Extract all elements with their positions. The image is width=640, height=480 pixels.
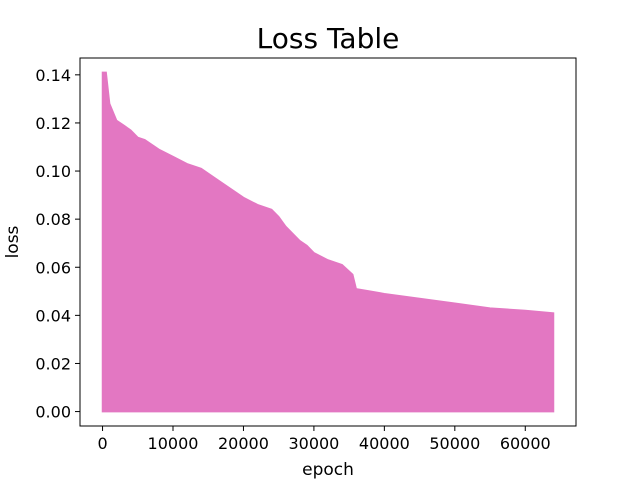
y-tick-label: 0.14	[35, 66, 71, 85]
y-axis-ticks: 0.00 0.02 0.04 0.06 0.08 0.10 0.12 0.14	[35, 66, 80, 422]
x-axis-label: epoch	[302, 460, 354, 480]
x-tick-label: 20000	[218, 434, 269, 453]
x-tick-label: 30000	[288, 434, 339, 453]
y-tick-label: 0.12	[35, 114, 71, 133]
x-tick-label: 50000	[429, 434, 480, 453]
chart-title: Loss Table	[257, 22, 400, 55]
x-tick-label: 60000	[500, 434, 551, 453]
plot-area	[101, 71, 555, 413]
x-tick-label: 0	[97, 434, 107, 453]
x-tick-label: 40000	[359, 434, 410, 453]
y-tick-label: 0.10	[35, 162, 71, 181]
x-axis-ticks: 0 10000 20000 30000 40000 50000 60000	[97, 426, 551, 453]
y-axis-label: loss	[3, 225, 23, 258]
loss-area-series-0	[101, 71, 555, 413]
y-tick-label: 0.08	[35, 210, 71, 229]
y-tick-label: 0.00	[35, 403, 71, 422]
y-tick-label: 0.02	[35, 354, 71, 373]
plot-frame	[79, 57, 577, 427]
y-tick-label: 0.04	[35, 306, 71, 325]
x-tick-label: 10000	[148, 434, 199, 453]
y-tick-label: 0.06	[35, 258, 71, 277]
